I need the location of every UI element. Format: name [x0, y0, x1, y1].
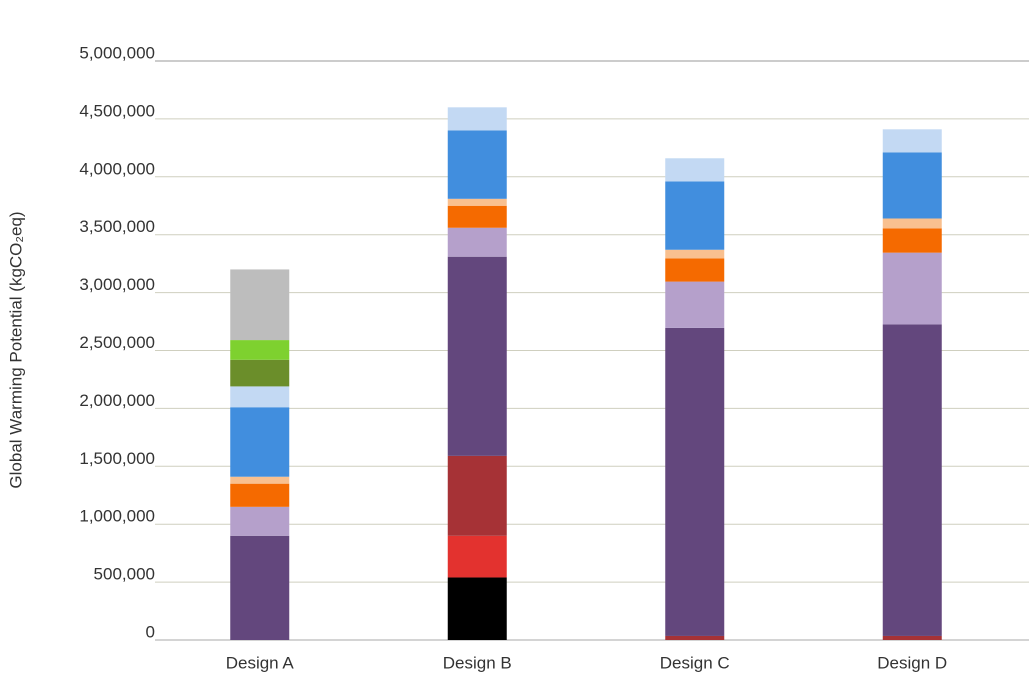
bar-segment	[447, 577, 507, 640]
bar-segment	[230, 407, 290, 477]
bar-segment	[230, 269, 290, 341]
bar-segment	[230, 359, 290, 387]
x-tick-label: Design C	[660, 653, 730, 672]
bar-segment	[447, 198, 507, 206]
y-tick-label: 2,000,000	[79, 391, 155, 410]
bar-segment	[665, 181, 725, 250]
bar-segment	[665, 258, 725, 282]
y-tick-label: 3,500,000	[79, 217, 155, 236]
bar-segment	[882, 152, 942, 219]
bar-segment	[447, 455, 507, 536]
bar-segment	[665, 281, 725, 328]
x-tick-label: Design B	[443, 653, 512, 672]
bar-segment	[882, 228, 942, 253]
bar-segment	[230, 535, 290, 640]
bar-segment	[665, 249, 725, 259]
bar-segment	[665, 327, 725, 636]
y-tick-label: 4,000,000	[79, 159, 155, 178]
bar-segment	[447, 205, 507, 228]
y-tick-label: 2,500,000	[79, 333, 155, 352]
y-tick-label: 500,000	[94, 565, 155, 584]
y-tick-label: 5,000,000	[79, 43, 155, 62]
bar-segment	[230, 476, 290, 484]
bar-segment	[882, 252, 942, 325]
bar-segment	[230, 506, 290, 536]
bar-segment	[447, 107, 507, 131]
bar-segment	[230, 340, 290, 360]
y-tick-label: 4,500,000	[79, 101, 155, 120]
bar-segment	[665, 158, 725, 182]
bar-segment	[447, 227, 507, 257]
bar-segment	[665, 635, 725, 640]
bar-segment	[882, 218, 942, 229]
y-tick-label: 0	[146, 622, 155, 641]
bar-segment	[882, 129, 942, 153]
x-tick-label: Design D	[877, 653, 947, 672]
bar-segment	[882, 324, 942, 636]
bar-segment	[447, 256, 507, 456]
y-tick-label: 3,000,000	[79, 275, 155, 294]
bar-segment	[230, 483, 290, 507]
bar-segment	[882, 635, 942, 640]
y-tick-label: 1,500,000	[79, 449, 155, 468]
y-axis-title: Global Warming Potential (kgCO₂eq)	[6, 211, 25, 488]
bar-segment	[447, 130, 507, 199]
bar-segment	[230, 386, 290, 408]
y-tick-label: 1,000,000	[79, 507, 155, 526]
bar-segment	[447, 535, 507, 578]
x-tick-label: Design A	[226, 653, 295, 672]
